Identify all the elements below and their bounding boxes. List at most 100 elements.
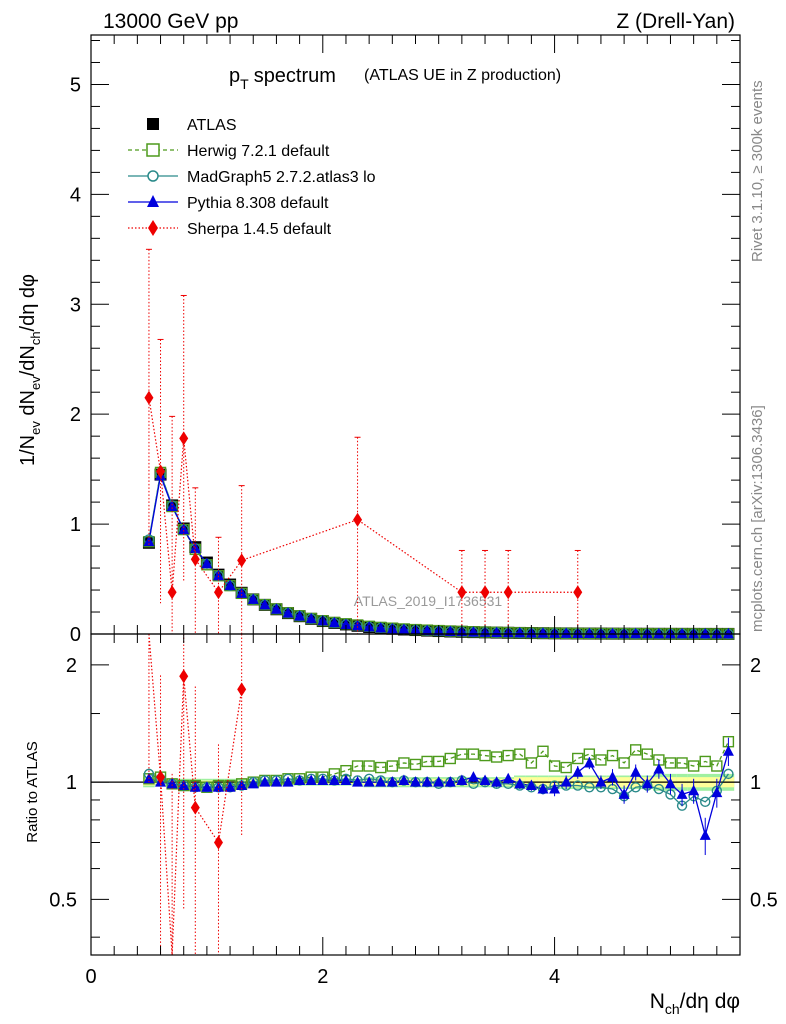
x-tick-label: 4	[549, 966, 560, 988]
sherpa-point	[190, 552, 200, 567]
main-x-ticks	[90, 35, 741, 634]
ratio-sherpa-point	[156, 770, 166, 785]
ratio-pythia-point	[410, 776, 421, 787]
ratio-pythia-point	[224, 781, 236, 792]
legend-marker-pythia	[147, 195, 159, 207]
pythia-point	[282, 607, 294, 618]
sherpa-point	[457, 585, 467, 600]
x-axis-label: Nch/dη dφ	[650, 990, 740, 1017]
rivet-version-label: Rivet 3.1.10, ≥ 300k events	[749, 80, 766, 262]
ratio-pythia-point	[641, 777, 653, 789]
ratio-pythia-point	[502, 772, 514, 784]
ratio-herwig-point	[664, 757, 677, 769]
ratio-pythia-point	[375, 776, 387, 787]
ratio-herwig-point	[711, 760, 723, 772]
ratio-ytick-label-right: 1	[750, 772, 761, 794]
ratio-ytick-label: 0.5	[49, 889, 77, 911]
ratio-pythia-point	[433, 776, 445, 787]
ratio-herwig-point	[595, 754, 607, 766]
analysis-watermark: ATLAS_2019_I1736531	[354, 593, 503, 609]
ratio-herwig-point	[409, 758, 422, 771]
chart-subtitle: (ATLAS UE in Z production)	[364, 67, 561, 84]
ratio-herwig-point	[548, 760, 561, 772]
sherpa-point	[503, 585, 513, 600]
ratio-madgraph-point	[572, 780, 583, 791]
ratio-sherpa-point	[237, 682, 247, 697]
ratio-pythia-point	[722, 745, 734, 756]
pythia-point	[607, 627, 619, 639]
ratio-pythia-point	[386, 776, 398, 787]
legend-marker-sherpa	[148, 220, 158, 236]
pythia-point	[305, 612, 317, 624]
main-y-label: 1/Nev dNev/dNch/dη dφ	[17, 274, 43, 466]
ratio-herwig-point	[490, 751, 503, 763]
ratio-herwig-point	[467, 748, 480, 760]
legend-label-atlas: ATLAS	[187, 117, 237, 134]
madgraph-line	[148, 471, 729, 635]
ratio-pythia-point	[398, 774, 410, 785]
pythia-point	[247, 593, 259, 604]
sherpa-point	[480, 585, 490, 600]
ylabel-p5: ch	[28, 331, 43, 345]
main-panel: ATLAS_2019_I1736531 0 1 2 3 4 5 pT spectrum (A…	[17, 34, 741, 646]
pythia-point	[560, 627, 572, 638]
herwig-line	[148, 472, 729, 635]
ratio-pythia-point	[328, 774, 340, 785]
ratio-herwig-point	[421, 755, 433, 768]
ratio-herwig-point	[699, 755, 711, 768]
ratio-pythia-point	[630, 766, 642, 777]
title-rest: spectrum	[254, 65, 336, 87]
ylabel-p3: ev	[28, 376, 43, 390]
pythia-point	[224, 579, 236, 591]
sherpa-point	[237, 553, 247, 568]
ratio-pythia-point	[711, 786, 723, 798]
pythia-point	[328, 616, 340, 628]
ratio-madgraph-point	[653, 783, 665, 795]
pythia-point	[201, 557, 213, 569]
title-p: p	[229, 65, 240, 87]
ratio-herwig-point	[560, 761, 572, 774]
pythia-point	[676, 627, 688, 639]
pythia-point	[653, 627, 665, 639]
sherpa-point	[167, 585, 177, 600]
ratio-herwig-point	[386, 760, 399, 772]
ratio-pythia-point	[340, 774, 352, 785]
ratio-pythia-point	[421, 776, 433, 787]
ylabel-p6: /dη dφ	[17, 274, 39, 331]
ratio-madgraph-point	[630, 782, 641, 793]
ratio-madgraph-point	[723, 768, 734, 780]
ratio-herwig-point	[525, 757, 538, 769]
pythia-point	[294, 610, 306, 621]
ratio-pythia-point	[444, 776, 456, 787]
ratio-herwig-point	[398, 757, 410, 769]
main-ytick-label: 2	[70, 404, 81, 426]
ratio-y-axis: 0.5 0.5 1 1 2 2	[49, 655, 778, 938]
ratio-pythia-point	[653, 763, 665, 774]
ratio-herwig-point	[676, 757, 688, 769]
ratio-herwig-point	[606, 749, 619, 762]
ratio-pythia-point	[317, 774, 329, 785]
ratio-pythia-point	[618, 788, 630, 799]
chart-title: pT spectrum	[229, 65, 336, 92]
ratio-pythia-point	[247, 777, 259, 789]
ratio-herwig-point	[432, 755, 445, 768]
ratio-herwig-point	[502, 749, 514, 762]
ratio-pythia-point	[514, 777, 526, 789]
ratio-herwig-point	[537, 745, 549, 757]
ratio-herwig-point	[629, 744, 642, 756]
ratio-pythia-point	[282, 776, 294, 787]
legend-marker-atlas	[147, 118, 159, 130]
pythia-point	[398, 623, 410, 634]
ratio-sherpa-point	[213, 835, 223, 850]
pythia-point	[722, 627, 734, 639]
ratio-y-label: Ratio to ATLAS	[24, 741, 41, 842]
ratio-herwig-point	[572, 752, 584, 765]
main-y-axis: 0 1 2 3 4 5	[70, 39, 740, 646]
ratio-pythia-point	[525, 779, 537, 791]
xlabel-p0: N	[650, 990, 665, 1013]
pythia-point	[270, 603, 282, 614]
ratio-pythia-point	[479, 774, 491, 785]
ratio-pythia-point	[595, 776, 607, 787]
ratio-madgraph-point	[584, 782, 595, 793]
